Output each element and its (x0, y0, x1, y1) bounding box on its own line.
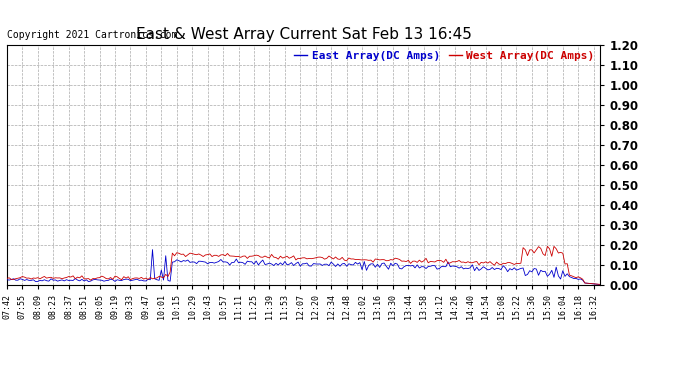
Title: East & West Array Current Sat Feb 13 16:45: East & West Array Current Sat Feb 13 16:… (136, 27, 471, 42)
Legend: East Array(DC Amps), West Array(DC Amps): East Array(DC Amps), West Array(DC Amps) (294, 51, 595, 60)
Text: Copyright 2021 Cartronics.com: Copyright 2021 Cartronics.com (7, 30, 177, 40)
